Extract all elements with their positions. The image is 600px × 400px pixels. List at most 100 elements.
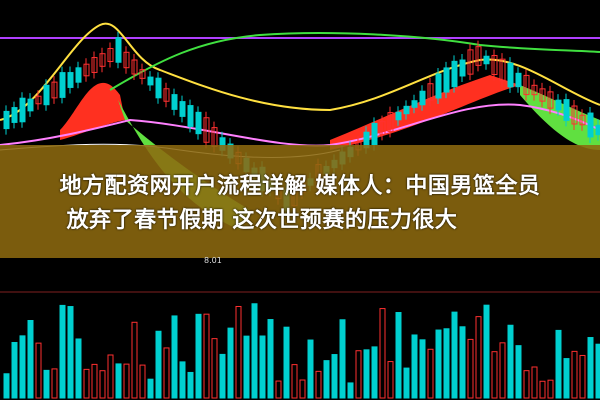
candle-body (171, 94, 178, 110)
candle-body (459, 59, 466, 77)
candle-body (555, 99, 562, 111)
candle-body (203, 117, 210, 143)
candle-body (371, 122, 378, 146)
volume-bar (187, 371, 194, 399)
volume-bar (75, 338, 82, 399)
candle-body (595, 124, 600, 136)
volume-bar (155, 330, 162, 399)
candle-body (443, 67, 450, 93)
volume-bar (483, 304, 490, 399)
candle-body (379, 121, 386, 135)
volume-bar (115, 363, 122, 399)
candle-body (179, 101, 186, 117)
volume-bar (587, 337, 594, 399)
volume-bar (195, 313, 202, 399)
volume-bar (339, 319, 346, 399)
volume-bar (475, 316, 482, 399)
volume-bar (347, 382, 354, 399)
candle-body (467, 49, 474, 75)
volume-bar (323, 360, 330, 399)
volume-bar (403, 367, 410, 399)
headline-banner (0, 145, 600, 258)
volume-bar (547, 379, 554, 399)
candle-body (435, 73, 442, 99)
volume-bar (243, 335, 250, 399)
candle-body (403, 105, 410, 115)
volume-bar (379, 308, 386, 399)
volume-bar (203, 313, 210, 399)
candle-body (395, 111, 402, 121)
volume-bar (371, 346, 378, 399)
headline-line-2: 放弃了春节假期 这次世预赛的压力很大 (66, 208, 458, 233)
volume-bar (219, 353, 226, 399)
candle-body (147, 76, 154, 86)
candle-body (51, 81, 58, 99)
volume-bar (579, 354, 586, 399)
candle-body (115, 37, 122, 63)
candle-body (515, 72, 522, 88)
candle-body (27, 98, 34, 112)
candle-body (483, 55, 490, 65)
candle-body (387, 112, 394, 132)
volume-bar (459, 326, 466, 399)
volume-bar (123, 363, 130, 399)
volume-bar (283, 326, 290, 399)
candle-body (123, 51, 130, 69)
volume-bar (555, 329, 562, 399)
candle-body (155, 77, 162, 99)
candle-body (571, 105, 578, 125)
volume-bar (427, 348, 434, 399)
candle-body (91, 57, 98, 73)
volume-bar (251, 303, 258, 399)
volume-bar (291, 364, 298, 399)
candle-body (539, 88, 546, 102)
volume-bar (235, 305, 242, 399)
volume-bar (131, 321, 138, 399)
volume-bar (315, 370, 322, 399)
volume-bar (307, 339, 314, 399)
volume-bar (563, 358, 570, 399)
volume-bar (27, 319, 34, 399)
volume-bar (19, 335, 26, 399)
candle-body (187, 105, 194, 127)
candle-body (3, 110, 10, 130)
volume-bar (451, 311, 458, 399)
ma-green-line (109, 32, 600, 91)
candle-body (67, 72, 74, 88)
volume-bar (35, 342, 42, 399)
candle-body (451, 60, 458, 88)
candle-body (59, 72, 66, 98)
candle-body (163, 88, 170, 102)
volume-bar (419, 339, 426, 399)
volume-bar (107, 354, 114, 399)
volume-bar (531, 366, 538, 399)
volume-bar (411, 334, 418, 399)
volume-bar (91, 363, 98, 399)
price-label: 8.01 (204, 256, 222, 265)
candle-body (131, 59, 138, 75)
volume-bar (11, 341, 18, 399)
volume-bar (163, 347, 170, 399)
candle-body (411, 100, 418, 108)
candle-body (19, 97, 26, 123)
volume-bar (331, 354, 338, 399)
volume-bar (523, 370, 530, 399)
candle-body (43, 84, 50, 106)
volume-bar (211, 338, 218, 399)
volume-bar (363, 349, 370, 399)
volume-bar (467, 338, 474, 399)
volume-bar (395, 312, 402, 399)
volume-bar (51, 368, 58, 399)
volume-bar (67, 306, 74, 399)
volume-bar (539, 380, 546, 399)
volume-bar (267, 319, 274, 399)
candle-body (523, 74, 530, 96)
volume-bar (435, 329, 442, 399)
volume-bar (299, 379, 306, 399)
candle-body (139, 69, 146, 79)
candle-body (579, 114, 586, 126)
volume-bar (595, 343, 600, 399)
candle-body (75, 67, 82, 83)
volume-bar (179, 361, 186, 399)
